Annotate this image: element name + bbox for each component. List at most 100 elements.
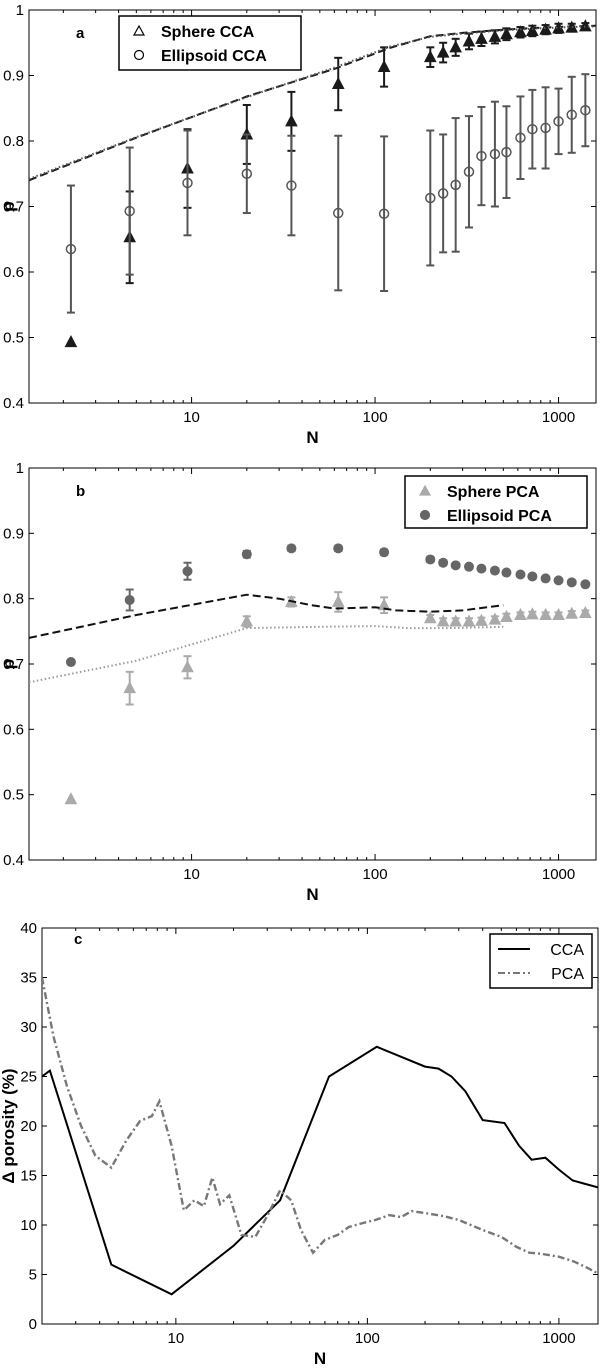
data-point bbox=[462, 34, 476, 47]
data-point bbox=[378, 208, 390, 219]
x-tick-label: 10 bbox=[168, 1330, 185, 1347]
data-point bbox=[331, 76, 345, 90]
series-ellipsoid-cca-curve bbox=[29, 25, 596, 180]
panel-letter: b bbox=[76, 483, 85, 500]
y-tick-label: 0.7 bbox=[3, 199, 24, 216]
y-tick-label: 0.8 bbox=[3, 133, 24, 150]
panel-letter: c bbox=[74, 931, 82, 948]
data-point bbox=[450, 560, 461, 571]
series-sphere-pca bbox=[64, 591, 592, 805]
y-tick-label: 0.7 bbox=[3, 656, 24, 673]
data-point bbox=[462, 614, 476, 627]
x-tick-label: 100 bbox=[363, 866, 388, 883]
data-point bbox=[286, 180, 297, 191]
x-tick-label: 1000 bbox=[542, 409, 575, 426]
data-point bbox=[181, 660, 194, 673]
data-point bbox=[240, 614, 254, 627]
data-point bbox=[333, 543, 344, 554]
x-tick-label: 10 bbox=[183, 409, 200, 426]
data-point bbox=[540, 122, 551, 134]
legend-box bbox=[489, 933, 593, 989]
series-cca bbox=[42, 1045, 598, 1296]
data-point bbox=[475, 613, 488, 626]
data-point bbox=[515, 132, 526, 143]
panel-c: 0 5 10 15 20 25 30 35 40 10 100 1000 N Δ porosity (%)… bbox=[0, 920, 599, 1368]
y-tick-label: 0.5 bbox=[3, 787, 24, 804]
y-tick-label: 0.5 bbox=[3, 330, 24, 347]
data-point bbox=[515, 569, 526, 580]
data-point bbox=[527, 571, 538, 582]
data-point bbox=[580, 579, 591, 590]
x-axis-label: N bbox=[306, 885, 318, 904]
y-axis-label: p bbox=[0, 201, 18, 211]
series-line bbox=[42, 977, 598, 1275]
data-point bbox=[540, 573, 551, 584]
series-ellipsoid-pca bbox=[65, 543, 591, 668]
legend-marker bbox=[132, 24, 146, 36]
data-point bbox=[379, 547, 390, 558]
data-point bbox=[438, 557, 449, 568]
legend-marker bbox=[133, 49, 145, 61]
series-ellipsoid-pca-curve bbox=[29, 593, 504, 639]
series-line bbox=[29, 625, 504, 684]
data-point bbox=[539, 607, 552, 620]
data-point bbox=[425, 554, 436, 565]
y-tick-label: 0 bbox=[29, 1316, 37, 1333]
y-tick-label: 25 bbox=[20, 1069, 37, 1086]
panel-letter: a bbox=[76, 25, 85, 42]
panel-a: 0.4 0.5 0.6 0.7 0.8 0.9 1 10 100 1000 Np a Sphere CC… bbox=[0, 2, 597, 447]
data-point bbox=[501, 146, 512, 158]
data-point bbox=[553, 575, 564, 586]
x-tick-label: 100 bbox=[355, 1330, 380, 1347]
data-point bbox=[331, 594, 345, 607]
legend-marker bbox=[419, 509, 431, 521]
data-point bbox=[182, 566, 193, 577]
data-point bbox=[377, 59, 391, 72]
data-point bbox=[123, 681, 137, 694]
y-tick-label: 0.9 bbox=[3, 525, 24, 542]
plot-frame bbox=[28, 9, 597, 404]
data-point bbox=[425, 192, 436, 204]
series-line bbox=[29, 25, 596, 180]
x-tick-label: 1000 bbox=[542, 1330, 575, 1347]
data-point bbox=[64, 335, 78, 348]
legend-label: Ellipsoid CCA bbox=[161, 48, 267, 65]
series-line bbox=[42, 1045, 598, 1296]
x-axis-label: N bbox=[306, 428, 318, 447]
data-point bbox=[566, 109, 577, 121]
y-tick-label: 0.4 bbox=[3, 852, 24, 869]
data-point bbox=[489, 148, 501, 160]
plot-area bbox=[29, 19, 596, 348]
data-point bbox=[527, 123, 538, 135]
y-tick-label: 1 bbox=[16, 2, 24, 19]
x-tick-label: 10 bbox=[183, 866, 200, 883]
y-tick-label: 0.9 bbox=[3, 68, 24, 85]
data-point bbox=[124, 594, 135, 605]
y-tick-label: 0.6 bbox=[3, 264, 24, 281]
y-tick-label: 0.4 bbox=[3, 395, 24, 412]
y-axis-label: Δ porosity (%) bbox=[0, 1068, 18, 1183]
data-point bbox=[553, 116, 564, 127]
data-point bbox=[182, 177, 193, 189]
legend-box bbox=[404, 475, 588, 529]
data-point bbox=[463, 561, 474, 572]
x-tick-label: 100 bbox=[363, 409, 388, 426]
panel-b: 0.4 0.5 0.6 0.7 0.8 0.9 1 10 100 1000 Np b Sphere PC… bbox=[0, 460, 597, 904]
legend-label: Sphere CCA bbox=[161, 24, 255, 41]
data-point bbox=[449, 40, 462, 53]
data-point bbox=[241, 549, 252, 560]
y-tick-label: 1 bbox=[16, 460, 24, 477]
y-tick-label: 5 bbox=[29, 1267, 37, 1284]
data-point bbox=[476, 563, 487, 574]
data-point bbox=[437, 188, 449, 199]
data-point bbox=[565, 606, 579, 619]
data-point bbox=[377, 598, 391, 611]
data-point bbox=[488, 29, 502, 42]
x-axis-label: N bbox=[314, 1349, 326, 1368]
data-point bbox=[436, 614, 450, 627]
data-point bbox=[579, 605, 592, 619]
legend: Sphere PCA Ellipsoid PCA bbox=[404, 475, 588, 529]
series-sphere-pca-curve bbox=[29, 625, 504, 684]
legend-label: CCA bbox=[550, 942, 584, 959]
